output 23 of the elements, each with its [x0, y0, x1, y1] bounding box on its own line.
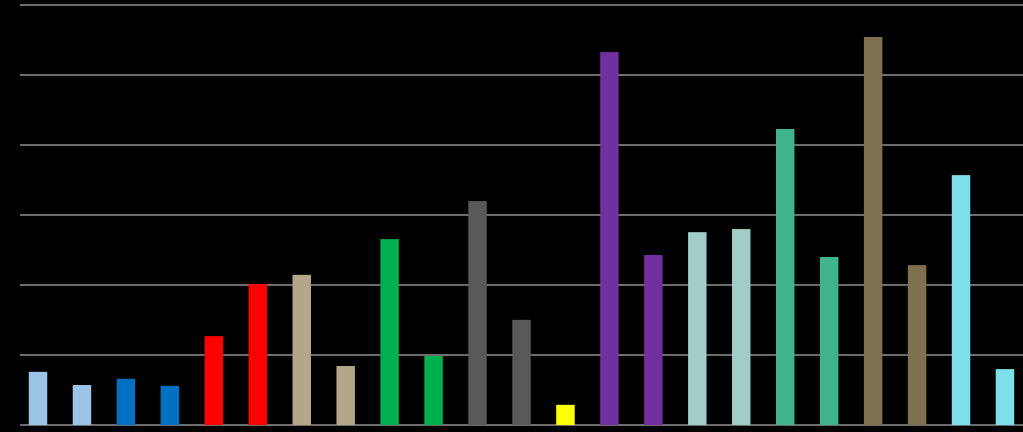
bar	[644, 255, 663, 425]
bar	[72, 385, 92, 425]
bar	[204, 336, 224, 425]
bar	[819, 257, 839, 425]
bar	[380, 239, 399, 425]
bar	[116, 378, 136, 425]
bar	[863, 37, 883, 425]
bar	[775, 128, 795, 425]
bar	[556, 404, 575, 425]
bar	[292, 274, 311, 425]
bar	[951, 175, 971, 425]
bar	[468, 201, 487, 425]
bar	[688, 232, 707, 425]
bar	[160, 385, 180, 425]
bar	[512, 319, 531, 425]
bar	[424, 355, 443, 425]
bar	[600, 52, 619, 425]
bar	[732, 229, 751, 425]
bar	[907, 265, 927, 425]
bar	[28, 371, 48, 425]
bar	[248, 284, 268, 425]
bar	[995, 369, 1015, 425]
bar	[336, 366, 355, 425]
